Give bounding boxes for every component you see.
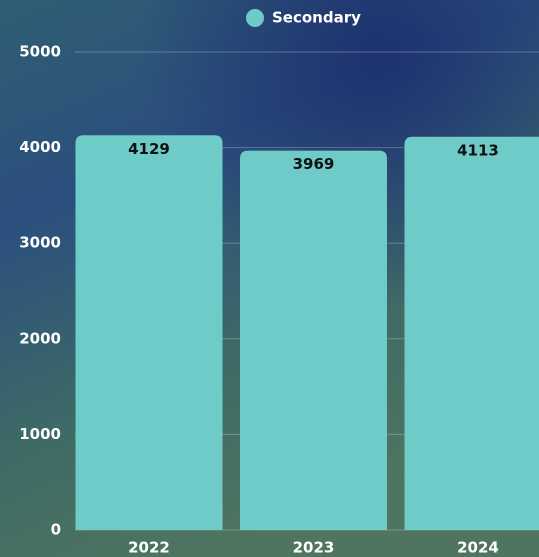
x-tick-label: 2022	[128, 539, 170, 557]
bar	[404, 136, 539, 530]
value-label: 4113	[457, 141, 499, 159]
x-tick-label: 2024	[457, 539, 499, 557]
y-tick-label: 1000	[19, 425, 61, 443]
bar	[75, 135, 223, 531]
bar	[240, 150, 387, 530]
legend-label: Secondary	[272, 9, 361, 27]
y-tick-label: 3000	[19, 234, 61, 252]
y-tick-label: 5000	[19, 43, 61, 61]
y-tick-label: 0	[51, 521, 61, 539]
legend-swatch	[246, 9, 264, 27]
x-tick-label: 2023	[293, 539, 335, 557]
y-tick-label: 2000	[19, 329, 61, 347]
y-tick-label: 4000	[19, 138, 61, 156]
value-label: 3969	[293, 155, 335, 173]
value-label: 4129	[128, 140, 170, 158]
